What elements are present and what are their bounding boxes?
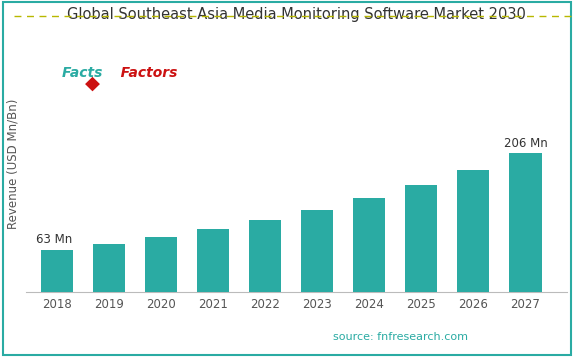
- Title: Global Southeast Asia Media Monitoring Software Market 2030: Global Southeast Asia Media Monitoring S…: [67, 7, 526, 22]
- Text: CAGR : 14.10%: CAGR : 14.10%: [53, 330, 153, 343]
- Text: Facts: Facts: [62, 66, 107, 80]
- Text: Factors: Factors: [106, 66, 177, 80]
- Bar: [145, 237, 177, 292]
- Bar: [509, 153, 541, 292]
- Bar: [197, 229, 229, 292]
- Text: 63 Mn: 63 Mn: [36, 233, 72, 246]
- Y-axis label: Revenue (USD Mn/Bn): Revenue (USD Mn/Bn): [7, 99, 20, 229]
- Bar: [405, 185, 437, 292]
- Bar: [249, 220, 281, 292]
- Bar: [301, 210, 333, 292]
- Text: ◆: ◆: [84, 73, 100, 92]
- Text: 206 Mn: 206 Mn: [503, 137, 547, 150]
- Bar: [457, 170, 490, 292]
- Bar: [353, 198, 385, 292]
- Bar: [92, 243, 125, 292]
- Text: source: fnfresearch.com: source: fnfresearch.com: [333, 332, 468, 342]
- Bar: [41, 250, 73, 292]
